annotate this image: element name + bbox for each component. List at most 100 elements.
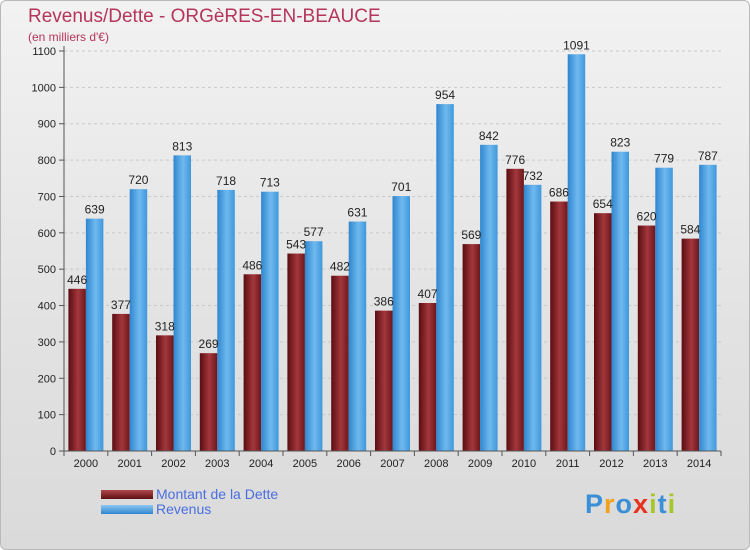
y-tick-label: 900 [38,119,56,131]
bar-revenus [523,184,542,451]
x-tick-label: 2012 [599,458,623,470]
bar-revenus [261,191,279,451]
value-label-dette: 318 [155,319,175,333]
y-tick-label: 1000 [32,82,56,94]
bar-dette [637,225,656,451]
value-label-revenus: 577 [304,225,324,239]
y-tick-label: 300 [38,337,56,349]
value-label-revenus: 701 [391,180,411,194]
legend-swatch-revenus [101,505,153,514]
bar-revenus [348,221,367,451]
y-tick-label: 0 [50,446,56,458]
x-tick-label: 2002 [161,458,185,470]
proxiti-logo: Proxiti [585,489,676,520]
logo-letter: x [633,489,650,519]
x-tick-label: 2003 [205,458,229,470]
x-tick-label: 2008 [424,458,448,470]
value-label-revenus: 779 [654,152,674,166]
value-label-dette: 386 [374,295,394,309]
bar-dette [594,213,612,451]
x-tick-label: 2000 [74,458,98,470]
value-label-revenus: 954 [435,88,455,102]
value-label-dette: 269 [199,337,219,351]
value-label-dette: 446 [67,273,87,287]
chart-title: Revenus/Dette - ORGèRES-EN-BEAUCE [28,6,381,27]
value-label-revenus: 631 [347,206,367,220]
bar-dette [550,201,568,451]
value-label-dette: 486 [242,258,262,272]
bar-dette [68,288,86,451]
value-label-revenus: 718 [216,174,236,188]
value-label-revenus: 813 [172,139,192,153]
legend-label-revenus: Revenus [156,501,212,517]
value-label-dette: 377 [111,298,131,312]
bar-revenus [436,104,454,451]
x-tick-label: 2007 [380,458,404,470]
bar-dette [156,335,174,451]
value-label-revenus: 1091 [563,38,590,52]
x-tick-label: 2011 [556,458,580,470]
bar-revenus [392,196,410,451]
x-tick-label: 2009 [468,458,492,470]
x-tick-label: 2005 [293,458,317,470]
bar-dette [199,353,218,451]
value-label-revenus: 713 [260,176,280,190]
y-tick-label: 200 [38,373,56,385]
bar-revenus [567,54,586,451]
logo-letter: i [667,489,677,519]
value-label-dette: 654 [593,197,613,211]
logo-letter: r [604,489,616,519]
bar-dette [287,253,305,451]
bar-revenus [129,189,148,451]
x-tick-label: 2006 [336,458,360,470]
x-tick-label: 2013 [643,458,667,470]
y-tick-label: 500 [38,264,56,276]
value-label-revenus: 720 [128,173,148,187]
bar-dette [681,238,700,451]
value-label-revenus: 823 [610,136,630,150]
legend-swatch-dette [101,490,153,499]
logo-letter: i [649,489,658,519]
bar-dette [331,275,349,451]
legend-label-dette: Montant de la Dette [156,486,279,502]
bar-dette [418,303,437,451]
x-tick-label: 2001 [117,458,141,470]
bar-dette [506,168,524,451]
y-tick-label: 800 [38,155,56,167]
bar-dette [375,310,393,451]
value-label-dette: 482 [330,260,350,274]
bar-revenus [85,218,104,451]
logo-letter: P [585,489,605,519]
value-label-dette: 407 [418,287,438,301]
logo-letter: o [615,489,634,519]
x-tick-label: 2014 [687,458,711,470]
bar-revenus [480,144,498,451]
y-tick-label: 1100 [32,46,56,58]
chart-subtitle: (en milliers d'€) [28,30,109,44]
logo-letter: t [657,489,668,519]
x-tick-label: 2010 [512,458,536,470]
value-label-dette: 584 [680,223,700,237]
value-label-revenus: 732 [523,169,543,183]
y-tick-label: 100 [38,410,56,422]
bar-revenus [699,164,717,451]
y-tick-label: 400 [38,301,56,313]
value-label-revenus: 787 [698,149,718,163]
value-label-dette: 543 [286,238,306,252]
bar-dette [243,274,262,451]
value-label-dette: 776 [505,153,525,167]
y-tick-label: 700 [38,191,56,203]
bar-revenus [173,155,191,451]
bar-revenus [611,151,629,451]
bar-revenus [655,167,673,451]
value-label-dette: 620 [637,210,657,224]
value-label-dette: 686 [549,186,569,200]
bar-dette [462,244,481,451]
bar-dette [112,313,130,451]
bar-revenus [217,189,235,451]
x-tick-label: 2004 [249,458,273,470]
value-label-dette: 569 [461,228,481,242]
value-label-revenus: 639 [85,203,105,217]
